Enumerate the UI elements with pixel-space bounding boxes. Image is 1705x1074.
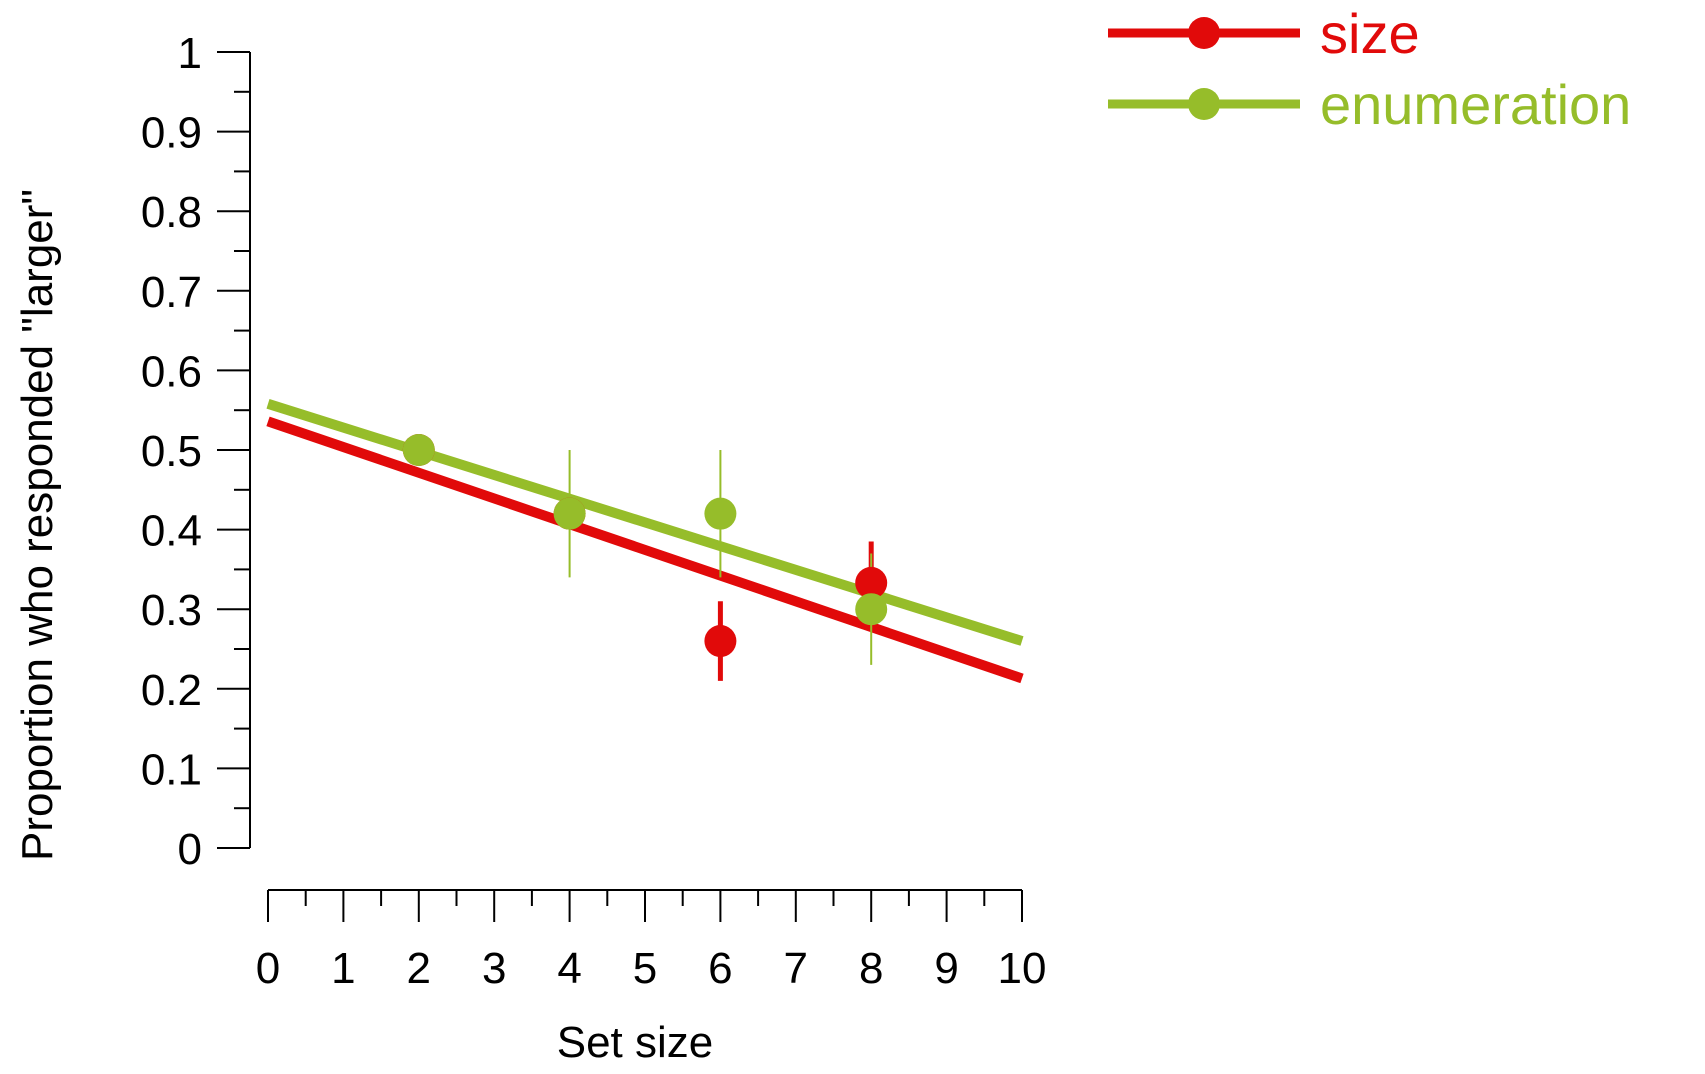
x-tick-label: 0 [256, 944, 280, 993]
legend-label-size: size [1320, 2, 1420, 65]
fit-lines [266, 399, 1024, 684]
x-tick-label: 7 [784, 944, 808, 993]
legend: size enumeration [1108, 2, 1631, 136]
x-tick-label: 8 [859, 944, 883, 993]
data-point-size [855, 566, 888, 599]
y-axis: 0 0.1 0.2 0.3 0.4 0.5 0.6 0.7 0.8 0.9 1 [141, 29, 251, 874]
y-tick-label: 0.5 [141, 427, 202, 476]
x-tick-label: 5 [633, 944, 657, 993]
legend-marker-size [1188, 17, 1220, 49]
legend-label-enumeration: enumeration [1320, 73, 1631, 136]
x-tick-label: 3 [482, 944, 506, 993]
fit-line-size [266, 416, 1024, 684]
y-tick-label: 0.8 [141, 188, 202, 237]
x-tick-label: 2 [407, 944, 431, 993]
x-tick-label: 6 [708, 944, 732, 993]
y-tick-label: 0.9 [141, 109, 202, 158]
data-points [402, 434, 888, 658]
y-tick-label: 0.2 [141, 666, 202, 715]
y-tick-label: 0.1 [141, 745, 202, 794]
x-axis: 0 1 2 3 4 5 6 7 8 9 10 [256, 889, 1047, 993]
x-tick-label: 1 [331, 944, 355, 993]
data-point-enumeration [704, 497, 737, 530]
y-tick-label: 1 [178, 29, 202, 78]
y-tick-label: 0.6 [141, 347, 202, 396]
data-point-size [704, 625, 737, 658]
data-point-enumeration [553, 497, 586, 530]
data-point-enumeration [402, 434, 435, 466]
x-axis-title: Set size [557, 1018, 714, 1067]
y-tick-label: 0.3 [141, 586, 202, 635]
fit-line-enumeration [266, 399, 1024, 646]
x-tick-label: 9 [934, 944, 958, 993]
y-tick-label: 0.4 [141, 507, 202, 556]
data-point-enumeration [855, 593, 888, 626]
x-tick-label: 10 [998, 944, 1047, 993]
y-tick-label: 0 [178, 825, 202, 874]
y-tick-label: 0.7 [141, 268, 202, 317]
x-tick-label: 4 [557, 944, 581, 993]
y-axis-title: Proportion who responded "larger" [13, 189, 62, 861]
legend-marker-enumeration [1188, 88, 1220, 120]
